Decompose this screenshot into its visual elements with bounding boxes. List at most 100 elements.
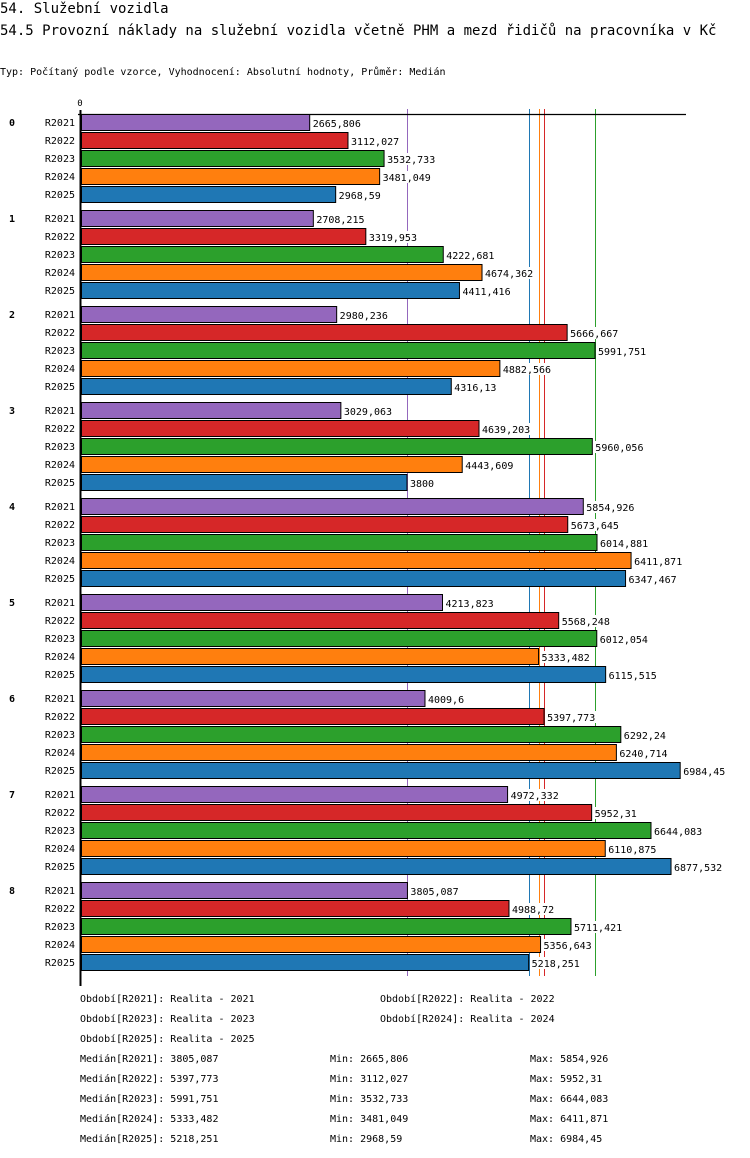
legend-min: Min: 3481,049 <box>330 1114 409 1125</box>
data-label: 2665,806 <box>313 119 361 130</box>
bar <box>81 324 568 341</box>
data-label: 5854,926 <box>586 503 634 514</box>
data-label-bg <box>409 477 436 489</box>
data-label: 2968,59 <box>339 191 381 202</box>
series-label: R2021 <box>45 694 75 705</box>
series-label: R2025 <box>45 574 75 585</box>
category-label: 0 <box>9 118 15 129</box>
data-label-bg <box>569 327 620 339</box>
bar <box>81 648 540 665</box>
data-label-bg <box>386 153 437 165</box>
data-label: 5397,773 <box>547 713 595 724</box>
series-label: R2025 <box>45 478 75 489</box>
data-label: 2708,215 <box>316 215 364 226</box>
data-label-bg <box>510 903 556 915</box>
series-label: R2022 <box>45 712 75 723</box>
data-label-bg <box>607 669 659 681</box>
category-label: 4 <box>9 502 15 513</box>
series-label: R2023 <box>45 250 75 261</box>
data-label-bg <box>426 693 466 705</box>
data-label: 6984,45 <box>683 767 725 778</box>
bar <box>81 690 426 707</box>
bar <box>81 342 596 359</box>
data-label: 4316,13 <box>454 383 496 394</box>
series-label: R2023 <box>45 154 75 165</box>
data-label-bg <box>367 231 419 243</box>
bar <box>81 246 444 263</box>
series-label: R2023 <box>45 442 75 453</box>
bar <box>81 726 622 743</box>
legend-period: Období[R2024]: Realita - 2024 <box>380 1014 555 1025</box>
data-label: 4411,416 <box>462 287 510 298</box>
bar <box>81 186 337 203</box>
data-label: 5960,056 <box>595 443 643 454</box>
data-label: 3481,049 <box>383 173 431 184</box>
bar <box>81 228 367 245</box>
data-label-bg <box>338 309 390 321</box>
data-label: 6877,532 <box>674 863 722 874</box>
data-label: 4213,823 <box>446 599 494 610</box>
legend-max: Max: 6984,45 <box>530 1134 603 1145</box>
data-label-bg <box>480 423 532 435</box>
bar <box>81 882 408 899</box>
data-label-bg <box>337 189 383 201</box>
bar <box>81 840 606 857</box>
legend-max: Max: 5952,31 <box>530 1074 603 1085</box>
bar <box>81 666 607 683</box>
data-label-bg <box>627 573 679 585</box>
data-label-bg <box>311 117 363 129</box>
series-label: R2022 <box>45 520 75 531</box>
legend-max: Max: 5854,926 <box>530 1054 609 1065</box>
bar <box>81 378 452 395</box>
category-label: 1 <box>9 214 15 225</box>
series-label: R2021 <box>45 118 75 129</box>
bar <box>81 822 652 839</box>
legend-max: Max: 6644,083 <box>530 1094 609 1105</box>
bar <box>81 132 349 149</box>
data-label: 6115,515 <box>609 671 657 682</box>
data-label: 3532,733 <box>387 155 435 166</box>
legend-period: Období[R2025]: Realita - 2025 <box>80 1034 255 1045</box>
data-label-bg <box>633 555 684 567</box>
data-label-bg <box>560 615 612 627</box>
data-label-bg <box>593 807 639 819</box>
series-label: R2021 <box>45 310 75 321</box>
data-label: 6411,871 <box>634 557 682 568</box>
series-label: R2022 <box>45 136 75 147</box>
data-label-bg <box>598 633 650 645</box>
bar <box>81 360 501 377</box>
bar <box>81 570 627 587</box>
legend-median: Medián[R2023]: 5991,751 <box>80 1094 219 1105</box>
data-label: 5711,421 <box>574 923 622 934</box>
series-label: R2021 <box>45 502 75 513</box>
series-label: R2025 <box>45 190 75 201</box>
series-label: R2025 <box>45 958 75 969</box>
data-label: 6347,467 <box>629 575 677 586</box>
data-label: 4882,566 <box>503 365 551 376</box>
chart-subtitle: Typ: Počítaný podle vzorce, Vyhodnocení:… <box>0 67 446 78</box>
data-label: 5333,482 <box>542 653 590 664</box>
series-label: R2024 <box>45 556 75 567</box>
data-label: 5952,31 <box>595 809 637 820</box>
series-label: R2023 <box>45 346 75 357</box>
bar <box>81 534 598 551</box>
series-label: R2025 <box>45 862 75 873</box>
data-label-bg <box>409 885 461 897</box>
data-label-bg <box>607 843 659 855</box>
bar <box>81 762 681 779</box>
series-label: R2024 <box>45 940 75 951</box>
data-label-bg <box>381 171 433 183</box>
data-label: 5673,645 <box>571 521 619 532</box>
legend-max: Max: 6411,871 <box>530 1114 609 1125</box>
category-label: 6 <box>9 694 15 705</box>
series-label: R2021 <box>45 886 75 897</box>
bar <box>81 786 509 803</box>
bar <box>81 630 598 647</box>
bar <box>81 498 584 515</box>
series-label: R2025 <box>45 382 75 393</box>
data-label-bg <box>530 957 582 969</box>
series-label: R2021 <box>45 214 75 225</box>
legend-min: Min: 3532,733 <box>330 1094 409 1105</box>
series-label: R2023 <box>45 826 75 837</box>
